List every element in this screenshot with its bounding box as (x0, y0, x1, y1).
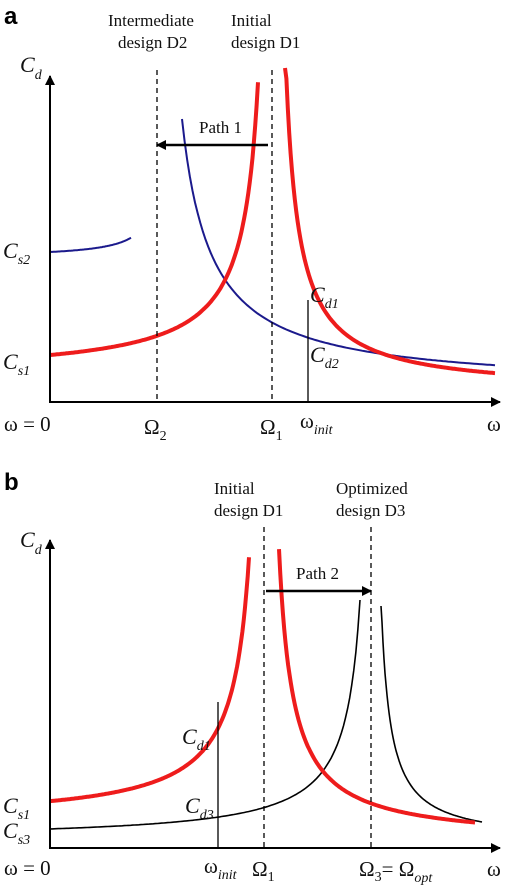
cs2-label: Cs2 (3, 238, 30, 268)
optimized-design-label-line1: Optimized (336, 479, 408, 498)
omega3-opt-label: Ω3= Ωopt (359, 857, 433, 885)
x-axis-label-b: ω (487, 857, 501, 881)
omega-init-label: ωinit (300, 409, 334, 438)
initial-design-label-b-line1: Initial (214, 479, 255, 498)
curve-design-d3-left (50, 599, 361, 830)
curve-design-d1-left (49, 82, 260, 357)
omega2-label: Ω2 (144, 415, 167, 444)
y-axis-label: Cd (20, 52, 43, 83)
curve-design-d1-left-b (49, 557, 251, 804)
x-axis-label: ω (487, 412, 501, 436)
panel-a: a Path 1 Intermediate design D2 Initial … (3, 3, 501, 444)
panel-a-label: a (4, 3, 18, 30)
cd2-label: Cd2 (310, 342, 339, 372)
omega-init-label-b: ωinit (204, 854, 238, 883)
optimized-design-label-line2: design D3 (336, 501, 405, 520)
panel-b: b Path 2 Initial design D1 Optimized des… (3, 469, 501, 885)
intermediate-design-label-line1: Intermediate (108, 11, 194, 30)
curve-design-d1-right (283, 67, 496, 376)
cs1-label-b: Cs1 (3, 793, 30, 823)
curve-design-d1-right-b (277, 548, 476, 825)
initial-design-label-line2: design D1 (231, 33, 300, 52)
initial-design-label-line1: Initial (231, 11, 272, 30)
y-axis-label-b: Cd (20, 527, 43, 558)
omega-zero-label: ω = 0 (4, 412, 51, 436)
omega1-label: Ω1 (260, 415, 283, 444)
initial-design-label-b-line2: design D1 (214, 501, 283, 520)
cd1-label: Cd1 (310, 282, 339, 312)
cs3-label: Cs3 (3, 818, 30, 848)
omega1-label-b: Ω1 (252, 857, 275, 885)
cd1-label-b: Cd1 (182, 724, 211, 754)
intermediate-design-label-line2: design D2 (118, 33, 187, 52)
path-1-label: Path 1 (199, 118, 242, 137)
panel-b-label: b (4, 469, 19, 496)
cd3-label: Cd3 (185, 793, 214, 823)
curve-design-d2 (50, 118, 496, 367)
omega-zero-label-b: ω = 0 (4, 856, 51, 880)
path-2-label: Path 2 (296, 564, 339, 583)
cs1-label: Cs1 (3, 349, 30, 379)
curve-design-d3-right (380, 605, 483, 823)
